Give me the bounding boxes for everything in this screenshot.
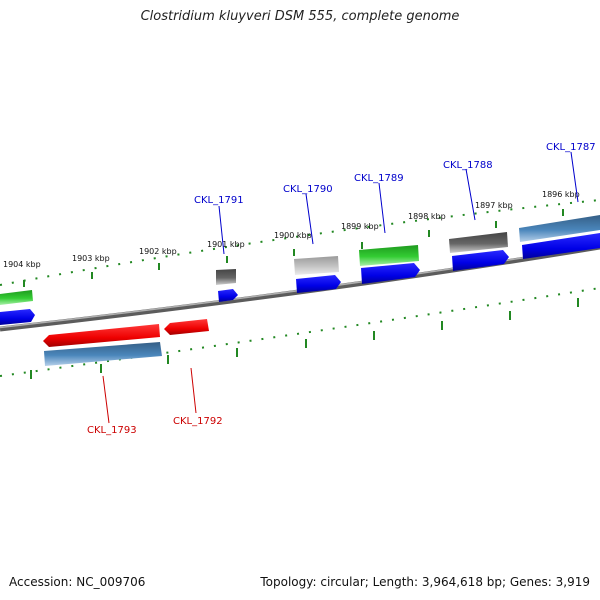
tick-label: 1898 kbp <box>408 212 446 221</box>
tick-labels: 1904 kbp 1903 kbp 1902 kbp 1901 kbp 1900… <box>3 190 580 269</box>
gene-label-forward[interactable]: CKL_1788 <box>443 160 493 171</box>
gene-label-forward[interactable]: CKL_1791 <box>194 195 244 206</box>
map-title: Clostridium kluyveri DSM 555, complete g… <box>140 9 460 24</box>
gene-bar[interactable] <box>0 290 33 305</box>
forward-cds-row <box>0 233 600 325</box>
gene-bar[interactable] <box>449 232 508 253</box>
gene-bar[interactable] <box>294 256 339 275</box>
inner-tick-arc <box>0 287 600 377</box>
gene-label-reverse[interactable]: CKL_1792 <box>173 416 223 427</box>
gene-bar[interactable] <box>359 245 419 266</box>
reverse-gene-row <box>44 342 162 366</box>
inner-major-ticks <box>30 298 579 379</box>
tick-label: 1903 kbp <box>72 254 110 263</box>
forward-label-leaders <box>218 151 579 255</box>
tick-label: 1901 kbp <box>207 240 245 249</box>
tick-label: 1897 kbp <box>475 201 513 210</box>
reverse-gene-labels: CKL_1793 CKL_1792 <box>87 416 223 436</box>
forward-gene-labels: CKL_1791 CKL_1790 CKL_1789 CKL_1788 CKL_… <box>194 142 596 206</box>
tick-label: 1902 kbp <box>139 247 177 256</box>
tick-label: 1899 kbp <box>341 222 379 231</box>
gene-label-forward[interactable]: CKL_1790 <box>283 184 333 195</box>
cds-arrow[interactable] <box>296 275 341 293</box>
accession-text: Accession: NC_009706 <box>9 575 146 589</box>
gene-label-forward[interactable]: CKL_1789 <box>354 173 404 184</box>
cds-arrow[interactable] <box>522 233 600 259</box>
cds-arrow[interactable] <box>361 263 420 284</box>
tick-label: 1904 kbp <box>3 260 41 269</box>
cds-arrow[interactable] <box>164 319 209 335</box>
gene-bar[interactable] <box>216 269 236 285</box>
tick-label: 1896 kbp <box>542 190 580 199</box>
gene-bar[interactable] <box>44 342 162 366</box>
forward-gene-row <box>0 215 600 305</box>
reverse-label-leaders <box>102 367 197 424</box>
outer-tick-arc <box>0 199 600 286</box>
tick-label: 1900 kbp <box>274 231 312 240</box>
cds-arrow[interactable] <box>218 289 238 302</box>
cds-arrow[interactable] <box>0 309 35 325</box>
outer-major-ticks <box>23 209 564 287</box>
cds-arrow[interactable] <box>43 324 160 347</box>
cds-arrow[interactable] <box>452 250 509 271</box>
reverse-cds-row <box>43 319 209 347</box>
gene-label-reverse[interactable]: CKL_1793 <box>87 425 137 436</box>
gene-bar[interactable] <box>519 215 600 242</box>
gene-label-forward[interactable]: CKL_1787 <box>546 142 596 153</box>
genome-summary-text: Topology: circular; Length: 3,964,618 bp… <box>260 575 590 589</box>
